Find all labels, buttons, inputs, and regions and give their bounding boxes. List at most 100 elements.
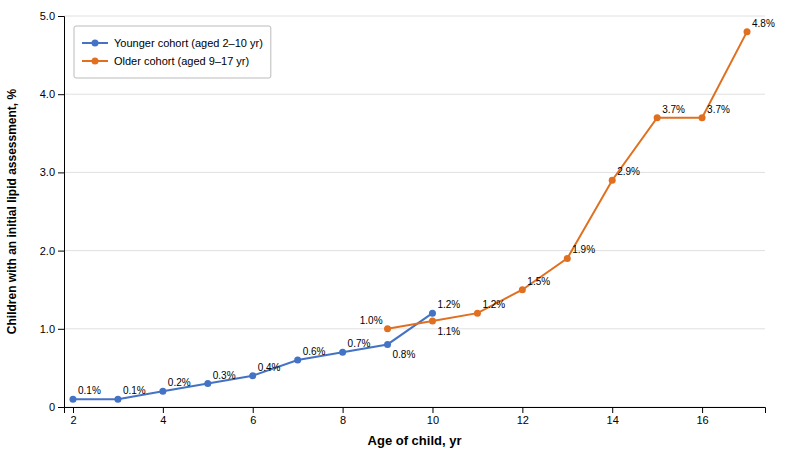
tick-label: 10 <box>427 414 439 426</box>
data-label: 0.4% <box>258 362 281 373</box>
tick-label: 2 <box>70 414 76 426</box>
tick: 4.0 <box>40 88 64 100</box>
tick: 8 <box>340 407 346 426</box>
tick-label: 6 <box>250 414 256 426</box>
data-point <box>114 396 121 403</box>
grid-line <box>64 16 765 17</box>
data-point <box>384 325 391 332</box>
data-label: 4.8% <box>752 18 775 29</box>
plot: 2 4 6 8 10 12 14 16 0 1.0 2.0 3.0 4.0 5.0 0.1% 0.1% 0.2%… <box>40 10 775 426</box>
x-axis-title: Age of child, yr <box>368 433 462 448</box>
data-label: 0.7% <box>348 338 371 349</box>
tick-label: 3.0 <box>40 166 55 178</box>
grid-line <box>64 328 765 329</box>
data-label: 0.1% <box>78 385 101 396</box>
tick-label: 14 <box>607 414 619 426</box>
data-point <box>429 310 436 317</box>
x-axis: 2 4 6 8 10 12 14 16 <box>65 407 766 426</box>
data-label: 2.9% <box>617 166 640 177</box>
data-point <box>429 317 436 324</box>
legend-label: Older cohort (aged 9–17 yr) <box>114 55 249 67</box>
legend-box <box>74 26 271 78</box>
data-point <box>609 177 616 184</box>
data-point <box>294 357 301 364</box>
data-point <box>249 372 256 379</box>
data-point <box>339 349 346 356</box>
data-label: 1.2% <box>482 299 505 310</box>
series-line <box>388 32 747 329</box>
grid-line <box>64 172 765 173</box>
data-point <box>564 255 571 262</box>
legend-marker <box>92 58 99 65</box>
data-label: 1.5% <box>527 276 550 287</box>
tick-label: 8 <box>340 414 346 426</box>
axis-line <box>65 408 766 414</box>
tick-mark <box>58 407 64 408</box>
tick-mark <box>343 407 344 413</box>
tick-label: 12 <box>517 414 529 426</box>
y-axis: 0 1.0 2.0 3.0 4.0 5.0 <box>40 10 65 413</box>
grid <box>64 16 765 407</box>
data-label: 1.1% <box>437 326 460 337</box>
grid-line <box>64 250 765 251</box>
tick-mark <box>58 172 64 173</box>
data-label: 0.3% <box>213 370 236 381</box>
tick-mark <box>58 329 64 330</box>
tick: 6 <box>250 407 256 426</box>
tick: 1.0 <box>40 323 64 335</box>
series-line <box>73 313 432 399</box>
tick-mark <box>163 407 164 413</box>
data-point <box>159 388 166 395</box>
data-label: 3.7% <box>707 104 730 115</box>
y-axis-title: Children with an initial lipid assessmen… <box>5 88 19 334</box>
tick-mark <box>58 16 64 17</box>
axis-line <box>58 17 65 408</box>
data-label: 0.8% <box>393 349 416 360</box>
data-label: 1.9% <box>572 244 595 255</box>
tick: 5.0 <box>40 10 64 22</box>
tick: 14 <box>607 407 619 426</box>
tick-label: 1.0 <box>40 323 55 335</box>
marks <box>69 28 750 403</box>
tick: 10 <box>427 407 439 426</box>
tick: 3.0 <box>40 166 64 178</box>
tick: 0 <box>49 401 64 413</box>
data-label: 0.6% <box>303 346 326 357</box>
tick-label: 5.0 <box>40 10 55 22</box>
tick-mark <box>612 407 613 413</box>
tick-mark <box>253 407 254 413</box>
legend-marker <box>92 40 99 47</box>
chart: 2 4 6 8 10 12 14 16 0 1.0 2.0 3.0 4.0 5.0 0.1% 0.1% 0.2%… <box>0 0 791 455</box>
data-label: 0.1% <box>123 385 146 396</box>
tick-mark <box>432 407 433 413</box>
tick: 12 <box>517 407 529 426</box>
tick-label: 4.0 <box>40 88 55 100</box>
data-point <box>474 310 481 317</box>
tick-label: 2.0 <box>40 245 55 257</box>
data-point <box>744 28 751 35</box>
data-label: 1.0% <box>360 315 383 326</box>
legend-label: Younger cohort (aged 2–10 yr) <box>114 37 263 49</box>
data-point <box>384 341 391 348</box>
data-point <box>654 114 661 121</box>
tick: 16 <box>696 407 708 426</box>
tick-mark <box>58 94 64 95</box>
tick-mark <box>58 251 64 252</box>
tick-mark <box>702 407 703 413</box>
data-label: 1.2% <box>437 299 460 310</box>
tick-label: 0 <box>49 401 55 413</box>
tick-label: 4 <box>160 414 166 426</box>
tick: 2 <box>70 407 76 426</box>
tick-mark <box>73 407 74 413</box>
data-point <box>519 286 526 293</box>
data-point <box>204 380 211 387</box>
data-label: 0.2% <box>168 377 191 388</box>
legend: Younger cohort (aged 2–10 yr) Older cohor… <box>74 26 271 78</box>
tick: 2.0 <box>40 245 64 257</box>
data-point <box>69 396 76 403</box>
data-label: 3.7% <box>662 104 685 115</box>
data-point <box>699 114 706 121</box>
tick: 4 <box>160 407 166 426</box>
tick-label: 16 <box>696 414 708 426</box>
tick-mark <box>522 407 523 413</box>
